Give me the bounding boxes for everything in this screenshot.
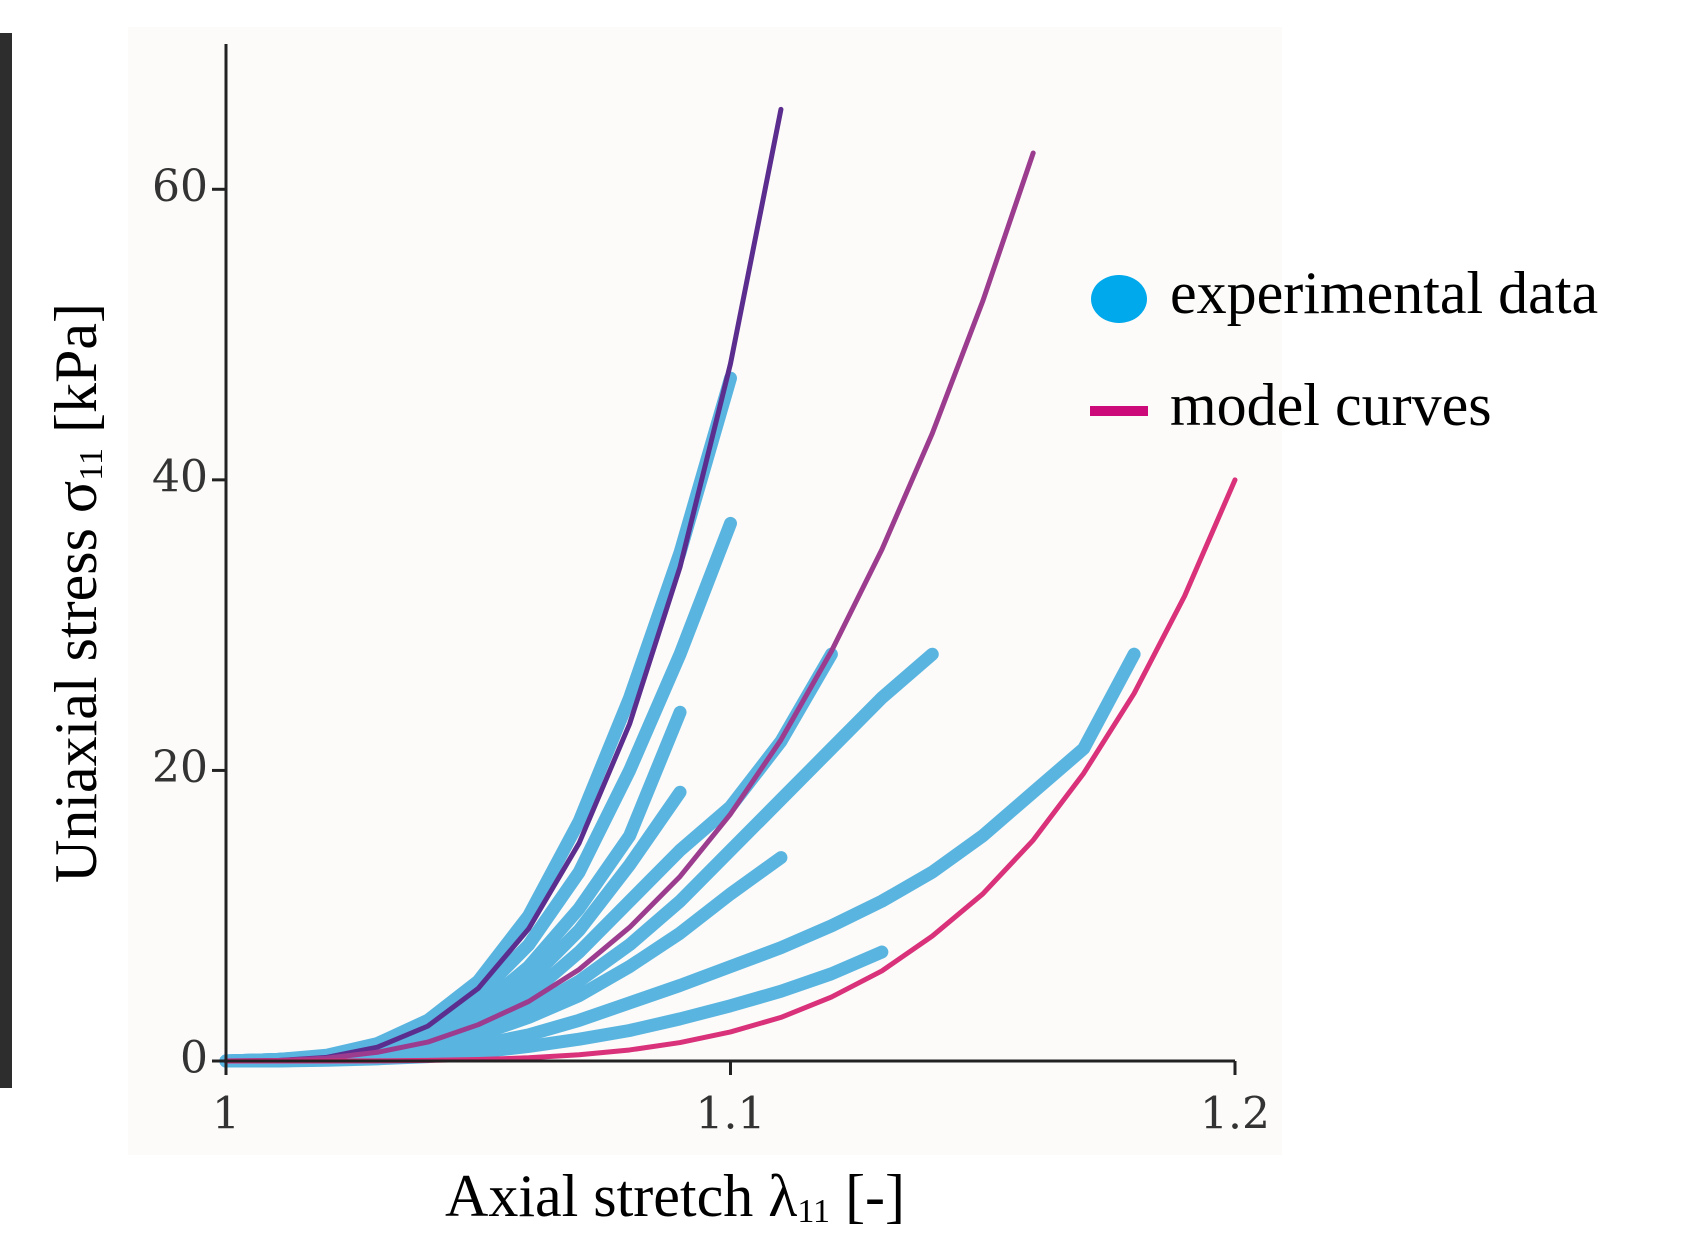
- x-title-sub: 11: [797, 1193, 830, 1230]
- x-tick-label: 1.1: [696, 1089, 766, 1140]
- legend-dash: [1090, 406, 1148, 416]
- legend-label: experimental data: [1170, 260, 1598, 326]
- x-tick-label: 1.2: [1200, 1089, 1270, 1140]
- x-tick-label: 1: [212, 1089, 240, 1140]
- y-tick-label: 40: [152, 451, 208, 502]
- series-line: [223, 150, 1036, 1064]
- x-axis-title: Axial stretch λ11 [-]: [445, 1163, 905, 1230]
- y-tick-label: 0: [180, 1033, 208, 1084]
- y-axis-title: Uniaxial stress σ11 [kPa]: [43, 303, 110, 883]
- legend-dot: [1091, 275, 1147, 323]
- legend-label: model curves: [1170, 372, 1492, 438]
- y-title-sub: 11: [73, 448, 110, 481]
- photo-edge: [0, 33, 12, 1088]
- x-title-main: Axial stretch λ: [445, 1163, 797, 1229]
- y-title-main: Uniaxial stress σ: [43, 481, 109, 883]
- y-tick-label: 20: [152, 742, 208, 793]
- x-title-unit: [-]: [830, 1163, 905, 1229]
- y-title-unit: [kPa]: [43, 303, 109, 448]
- y-tick-label: 60: [152, 161, 208, 212]
